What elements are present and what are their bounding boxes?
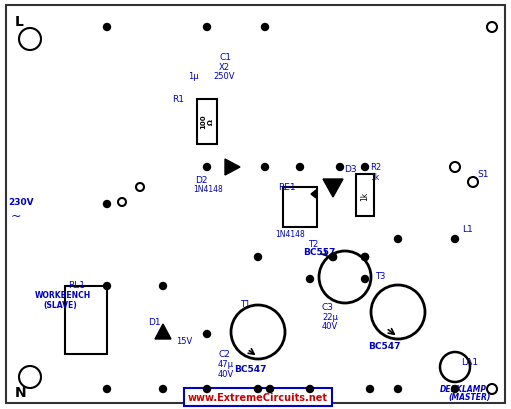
Text: 22μ: 22μ [322, 312, 338, 321]
Text: 250V: 250V [213, 72, 235, 81]
Circle shape [203, 331, 211, 338]
Polygon shape [155, 324, 171, 339]
Circle shape [330, 254, 337, 261]
Circle shape [262, 164, 268, 171]
Text: R1: R1 [172, 95, 184, 104]
Text: T2: T2 [308, 239, 318, 248]
Circle shape [254, 254, 262, 261]
Text: L1: L1 [462, 225, 473, 234]
Text: 1N4148: 1N4148 [275, 229, 305, 238]
Polygon shape [323, 180, 343, 198]
Polygon shape [311, 191, 316, 198]
Circle shape [159, 386, 167, 393]
Circle shape [452, 236, 458, 243]
Text: RL1: RL1 [68, 280, 85, 289]
Text: 40V: 40V [322, 321, 338, 330]
Text: D3: D3 [344, 164, 357, 173]
Circle shape [487, 23, 497, 33]
Circle shape [254, 386, 262, 393]
Circle shape [330, 254, 337, 261]
Bar [65, 286, 107, 354]
Circle shape [159, 283, 167, 290]
Text: S1: S1 [477, 170, 489, 179]
Text: R2: R2 [370, 163, 381, 172]
Text: (MASTER): (MASTER) [448, 392, 491, 401]
Circle shape [361, 254, 368, 261]
Circle shape [337, 164, 343, 171]
Text: 1k: 1k [360, 191, 369, 200]
Text: www.ExtremeCircuits.net: www.ExtremeCircuits.net [188, 392, 328, 402]
Text: BC547: BC547 [234, 364, 267, 373]
Circle shape [307, 276, 314, 283]
Text: 1k: 1k [370, 173, 379, 182]
Circle shape [394, 386, 402, 393]
Circle shape [366, 386, 374, 393]
Circle shape [104, 283, 110, 290]
Bar [197, 100, 217, 145]
Text: T3: T3 [375, 271, 385, 280]
Circle shape [104, 201, 110, 208]
Circle shape [450, 163, 460, 173]
Text: 15V: 15V [176, 336, 192, 345]
Bar [283, 188, 317, 227]
Circle shape [203, 164, 211, 171]
Text: L: L [15, 15, 24, 29]
Circle shape [487, 384, 497, 394]
Text: ~: ~ [11, 209, 21, 222]
Circle shape [262, 25, 268, 31]
Circle shape [468, 178, 478, 188]
Text: C1: C1 [219, 53, 231, 62]
Text: 1μ: 1μ [188, 72, 199, 81]
Text: C2: C2 [218, 349, 230, 358]
Text: 230V: 230V [8, 198, 34, 207]
Circle shape [159, 331, 167, 338]
Text: BC557: BC557 [303, 247, 335, 256]
Circle shape [104, 386, 110, 393]
Text: (SLAVE): (SLAVE) [43, 300, 77, 309]
Circle shape [452, 386, 458, 393]
Text: 1N4148: 1N4148 [193, 184, 223, 193]
Text: 47μ: 47μ [218, 359, 234, 368]
Circle shape [118, 198, 126, 207]
Circle shape [361, 254, 368, 261]
Polygon shape [225, 160, 240, 175]
Circle shape [104, 25, 110, 31]
Text: 40V: 40V [218, 369, 234, 378]
Text: RE1: RE1 [278, 182, 296, 191]
Text: BC547: BC547 [368, 341, 401, 350]
Circle shape [136, 184, 144, 191]
Circle shape [203, 386, 211, 393]
Circle shape [307, 386, 314, 393]
Circle shape [267, 386, 273, 393]
Text: X2: X2 [219, 63, 230, 72]
Circle shape [394, 236, 402, 243]
Text: DESKLAMP: DESKLAMP [440, 384, 487, 393]
Text: T1: T1 [240, 299, 250, 308]
Bar [356, 175, 374, 216]
Circle shape [361, 164, 368, 171]
Text: LA1: LA1 [461, 357, 478, 366]
Text: D1: D1 [148, 317, 160, 326]
Circle shape [19, 29, 41, 51]
Text: 100
Ω: 100 Ω [200, 115, 214, 129]
Circle shape [296, 164, 304, 171]
Text: N: N [15, 385, 27, 399]
Circle shape [19, 366, 41, 388]
Text: WORKBENCH: WORKBENCH [35, 290, 91, 299]
Text: D2: D2 [195, 175, 207, 184]
Circle shape [361, 276, 368, 283]
Text: C3: C3 [322, 302, 334, 311]
Circle shape [203, 25, 211, 31]
